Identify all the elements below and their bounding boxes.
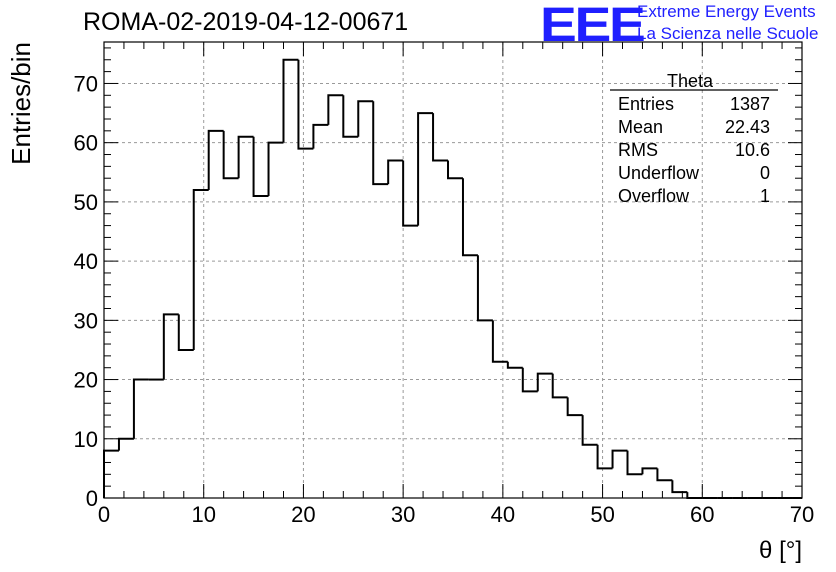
- histogram-bin: [686, 492, 703, 499]
- x-tick-label: 10: [191, 502, 215, 527]
- y-tick-label: 30: [74, 308, 98, 333]
- y-tick-label: 0: [86, 486, 98, 511]
- histogram-bin: [521, 367, 538, 393]
- x-tick-label: 20: [291, 502, 315, 527]
- histogram-bin: [387, 159, 404, 185]
- stats-title: Theta: [667, 71, 714, 91]
- chart-title: ROMA-02-2019-04-12-00671: [83, 8, 409, 36]
- histogram-bin: [432, 113, 449, 162]
- logo-tagline-1: Extreme Energy Events: [637, 2, 816, 21]
- stats-value: 1387: [730, 94, 770, 114]
- histogram-bin: [626, 450, 643, 476]
- histogram-bin: [357, 100, 374, 137]
- histogram-bin: [177, 314, 194, 351]
- x-tick-label: 50: [590, 502, 614, 527]
- plot-frame: [103, 41, 803, 499]
- histogram-bin: [192, 189, 209, 350]
- stats-label: Underflow: [618, 163, 700, 183]
- histogram-bin: [162, 313, 179, 380]
- y-tick-label: 20: [74, 368, 98, 393]
- eee-logo: EEE: [540, 0, 646, 52]
- histogram-bin: [611, 449, 628, 469]
- stats-value: 10.6: [735, 140, 770, 160]
- histogram-bin: [461, 178, 478, 257]
- x-tick-label: 0: [98, 502, 110, 527]
- histogram-bin: [447, 160, 463, 180]
- stats-label: Entries: [618, 94, 674, 114]
- stats-value: 1: [760, 186, 770, 206]
- histogram-bin: [117, 437, 134, 451]
- histogram-bin: [237, 135, 254, 179]
- histogram-bin: [297, 59, 314, 150]
- histogram-bin: [656, 468, 673, 482]
- stats-label: Overflow: [618, 186, 690, 206]
- stats-label: Mean: [618, 117, 663, 137]
- y-tick-label: 70: [74, 71, 98, 96]
- histogram-bin: [506, 361, 523, 369]
- stats-value: 0: [760, 163, 770, 183]
- x-tick-label: 30: [391, 502, 415, 527]
- histogram-bin: [372, 101, 389, 186]
- x-tick-label: 60: [690, 502, 714, 527]
- histogram-bin: [342, 95, 359, 138]
- logo-tagline-2: La Scienza nelle Scuole: [637, 24, 819, 43]
- histogram-bin: [103, 449, 119, 498]
- histogram-bin: [491, 320, 508, 363]
- x-tick-label: 70: [790, 502, 814, 527]
- y-axis-label: Entries/bin: [6, 42, 36, 165]
- x-axis-label: θ [°]: [759, 537, 802, 564]
- histogram-bin: [327, 94, 344, 125]
- y-tick-label: 50: [74, 190, 98, 215]
- histogram-bin: [207, 129, 224, 191]
- y-tick-label: 10: [74, 427, 98, 452]
- histogram-bin: [536, 372, 553, 392]
- histogram-bin: [282, 58, 299, 143]
- x-tick-label: 40: [491, 502, 515, 527]
- histogram-bin: [641, 467, 658, 475]
- stats-value: 22.43: [725, 117, 770, 137]
- histogram-bin: [476, 255, 493, 322]
- histogram-bin: [222, 130, 239, 180]
- histogram-bin: [252, 136, 269, 197]
- stats-label: RMS: [618, 140, 658, 160]
- histogram-bin: [132, 378, 149, 439]
- y-tick-label: 60: [74, 131, 98, 156]
- histogram-bin: [312, 123, 329, 149]
- histogram-bin: [581, 415, 598, 446]
- histogram-bin: [417, 112, 434, 226]
- y-tick-label: 40: [74, 249, 98, 274]
- histogram-bin: [671, 480, 688, 494]
- histogram-bin: [566, 397, 583, 417]
- histogram-bin: [267, 141, 284, 196]
- histogram-bin: [551, 373, 568, 399]
- histogram-bin: [402, 160, 419, 227]
- histogram-bin: [596, 444, 613, 470]
